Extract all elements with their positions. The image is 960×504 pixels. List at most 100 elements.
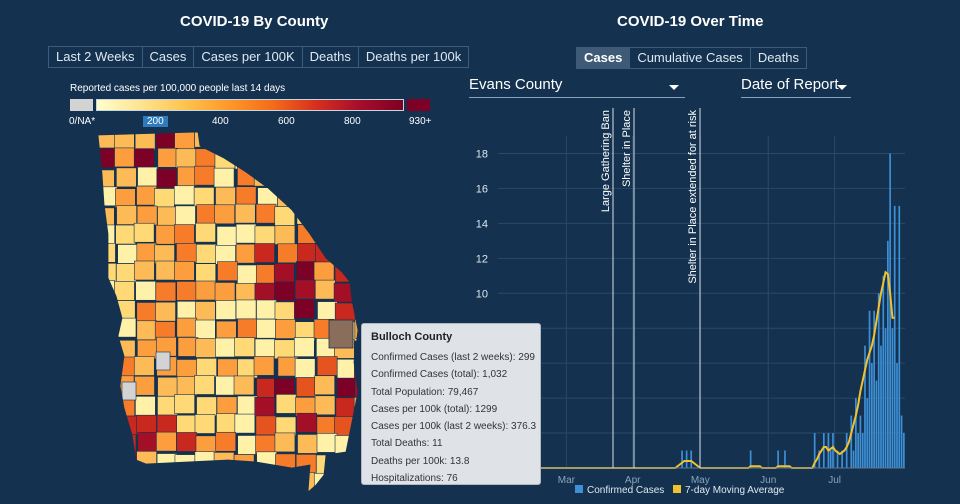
- county-shape[interactable]: [335, 130, 356, 148]
- county-shape[interactable]: [336, 147, 358, 168]
- county-shape[interactable]: [96, 224, 115, 245]
- county-shape[interactable]: [136, 470, 158, 491]
- county-shape[interactable]: [356, 188, 376, 208]
- county-shape[interactable]: [234, 471, 255, 491]
- county-shape[interactable]: [176, 432, 198, 452]
- county-shape[interactable]: [96, 280, 115, 300]
- county-shape[interactable]: [177, 337, 199, 357]
- county-shape[interactable]: [354, 262, 374, 282]
- county-shape[interactable]: [174, 491, 196, 500]
- county-shape[interactable]: [256, 299, 277, 320]
- county-shape[interactable]: [334, 167, 355, 187]
- county-shape[interactable]: [133, 148, 155, 168]
- county-shape[interactable]: [135, 396, 156, 416]
- county-shape[interactable]: [294, 130, 316, 150]
- county-shape[interactable]: [118, 493, 138, 500]
- county-shape[interactable]: [316, 224, 338, 244]
- county-shape[interactable]: [237, 264, 258, 285]
- county-shape[interactable]: [176, 243, 197, 263]
- county-shape[interactable]: [96, 415, 115, 436]
- county-shape[interactable]: [336, 377, 358, 398]
- county-shape[interactable]: [174, 394, 195, 414]
- county-shape[interactable]: [196, 358, 217, 378]
- county-shape[interactable]: [114, 147, 135, 168]
- county-shape[interactable]: [136, 320, 158, 341]
- county-shape[interactable]: [314, 395, 336, 416]
- county-shape[interactable]: [294, 279, 316, 300]
- county-shape[interactable]: [213, 167, 235, 188]
- county-shape[interactable]: [215, 300, 237, 320]
- county-shape[interactable]: [274, 339, 295, 360]
- county-shape[interactable]: [117, 244, 138, 264]
- county-shape[interactable]: [256, 472, 277, 492]
- tab-chart-cases[interactable]: Cases: [576, 47, 631, 69]
- county-shape[interactable]: [297, 490, 318, 500]
- county-shape[interactable]: [116, 167, 137, 188]
- county-shape[interactable]: [195, 243, 217, 264]
- county-shape[interactable]: [176, 376, 198, 396]
- county-shape[interactable]: [215, 186, 236, 207]
- county-shape[interactable]: [294, 168, 316, 189]
- county-shape[interactable]: [273, 263, 295, 283]
- county-shape[interactable]: [317, 301, 338, 321]
- county-shape[interactable]: [174, 454, 196, 474]
- county-shape[interactable]: [357, 205, 376, 226]
- county-shape-na[interactable]: [121, 381, 137, 401]
- tab-chart-deaths[interactable]: Deaths: [749, 47, 808, 69]
- county-shape[interactable]: [195, 148, 217, 169]
- county-shape[interactable]: [356, 226, 376, 247]
- county-shape[interactable]: [134, 260, 155, 281]
- county-shape[interactable]: [233, 454, 255, 474]
- county-shape[interactable]: [276, 469, 298, 490]
- county-shape[interactable]: [155, 493, 175, 500]
- county-shape[interactable]: [97, 356, 117, 376]
- county-shape[interactable]: [255, 203, 277, 224]
- county-shape[interactable]: [137, 339, 158, 360]
- county-shape[interactable]: [253, 356, 275, 376]
- county-shape[interactable]: [194, 375, 215, 395]
- county-shape[interactable]: [196, 489, 218, 500]
- county-shape[interactable]: [217, 358, 238, 379]
- county-shape[interactable]: [337, 470, 358, 490]
- county-shape[interactable]: [196, 471, 217, 492]
- county-shape[interactable]: [335, 397, 357, 418]
- county-shape[interactable]: [275, 490, 296, 500]
- county-shape[interactable]: [155, 224, 177, 245]
- tab-deaths[interactable]: Deaths: [301, 46, 359, 68]
- county-shape[interactable]: [337, 453, 358, 473]
- county-shape[interactable]: [115, 224, 136, 245]
- county-shape[interactable]: [195, 280, 217, 301]
- county-shape[interactable]: [256, 378, 277, 398]
- county-shape[interactable]: [334, 205, 356, 225]
- county-shape[interactable]: [96, 433, 115, 453]
- county-shape[interactable]: [133, 356, 155, 376]
- county-shape[interactable]: [115, 356, 137, 377]
- county-shape[interactable]: [215, 431, 237, 452]
- county-shape[interactable]: [337, 186, 358, 207]
- county-shape[interactable]: [316, 416, 338, 436]
- county-shape[interactable]: [297, 188, 319, 208]
- county-shape[interactable]: [176, 414, 198, 435]
- date-type-select[interactable]: Date of Report: [741, 76, 851, 98]
- county-shape[interactable]: [136, 302, 158, 322]
- county-shape[interactable]: [255, 493, 275, 500]
- county-shape[interactable]: [195, 263, 217, 283]
- county-shape[interactable]: [236, 489, 258, 500]
- county-shape[interactable]: [96, 169, 115, 190]
- county-shape[interactable]: [98, 453, 118, 474]
- county-shape[interactable]: [135, 280, 156, 301]
- county-shape[interactable]: [316, 433, 338, 453]
- county-shape[interactable]: [234, 413, 256, 434]
- county-shape[interactable]: [237, 435, 258, 455]
- county-shape[interactable]: [334, 262, 356, 283]
- county-shape[interactable]: [195, 222, 216, 243]
- county-shape[interactable]: [214, 282, 236, 302]
- county-shape[interactable]: [235, 243, 257, 264]
- county-shape[interactable]: [173, 185, 195, 206]
- county-shape[interactable]: [274, 432, 296, 453]
- county-shape[interactable]: [136, 185, 157, 206]
- county-shape[interactable]: [116, 205, 137, 225]
- county-shape[interactable]: [217, 471, 238, 492]
- county-shape[interactable]: [116, 472, 138, 492]
- county-shape[interactable]: [216, 413, 237, 433]
